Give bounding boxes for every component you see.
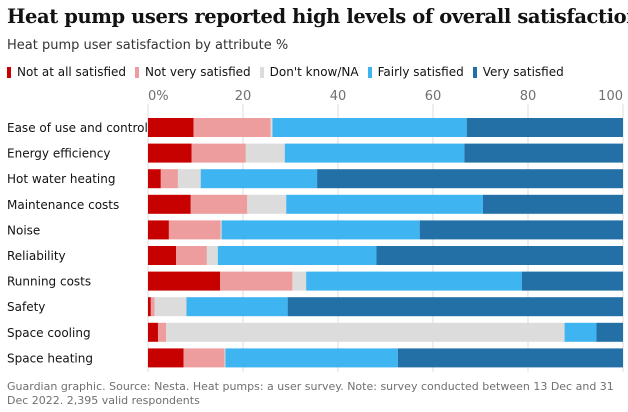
bar-segment xyxy=(419,220,623,240)
category-label: Maintenance costs xyxy=(7,198,119,212)
legend-swatch xyxy=(367,66,372,78)
bar-segment xyxy=(150,297,155,317)
bar-segment xyxy=(596,322,623,342)
bar-segment xyxy=(225,348,398,368)
bar-segment xyxy=(190,194,248,214)
bar-segment xyxy=(564,322,597,342)
bar-segment xyxy=(191,143,246,163)
category-label: Hot water heating xyxy=(7,172,116,186)
bar-segment xyxy=(148,271,221,291)
bar-segment xyxy=(177,169,201,189)
bar-segment xyxy=(148,118,194,137)
bar-segment xyxy=(183,348,225,368)
legend-swatch xyxy=(7,66,11,78)
bar-segment xyxy=(157,322,167,342)
legend-label: Not at all satisfied xyxy=(17,65,127,79)
category-label: Space cooling xyxy=(7,326,91,340)
bar-segment xyxy=(148,220,169,240)
legend-label: Don't know/NA xyxy=(269,65,359,79)
bar-segment xyxy=(193,118,271,137)
bar-segment xyxy=(148,194,191,214)
legend-swatch xyxy=(472,66,477,78)
bar-segment xyxy=(217,246,377,265)
bar-segment xyxy=(168,220,221,240)
bar-segment xyxy=(245,143,285,163)
legend-label: Fairly satisfied xyxy=(377,65,464,79)
legend-item: Fairly satisfied xyxy=(367,65,464,79)
bar-segment xyxy=(220,220,222,240)
chart-legend: Not at all satisfied Not very satisfied Do… xyxy=(7,65,573,79)
x-tick-label: 20 xyxy=(235,89,252,104)
legend-item: Very satisfied xyxy=(472,65,564,79)
legend-item: Not at all satisfied xyxy=(7,65,126,79)
legend-item: Not very satisfied xyxy=(135,65,251,79)
legend-label: Very satisfied xyxy=(482,65,564,79)
bar-segment xyxy=(220,271,293,291)
bar-segment xyxy=(521,271,623,291)
bar-segment xyxy=(247,194,287,214)
category-label: Noise xyxy=(7,223,40,237)
x-tick-label: 100 xyxy=(598,89,623,104)
chart-title: Heat pump users reported high levels of … xyxy=(7,5,628,28)
bar-segment xyxy=(221,220,420,240)
bar-segment xyxy=(397,348,623,368)
category-label: Space heating xyxy=(7,351,93,365)
category-label: Safety xyxy=(7,300,45,314)
x-tick-label: 60 xyxy=(425,89,442,104)
bar-segment xyxy=(224,348,226,368)
bar-segment xyxy=(286,194,483,214)
bar-segment xyxy=(306,271,522,291)
bar-segment xyxy=(154,297,187,317)
bar-segment xyxy=(160,169,178,189)
x-tick-label: 0% xyxy=(148,89,169,104)
bar-segment xyxy=(376,246,623,265)
bar-segment xyxy=(270,118,273,137)
bar-segment xyxy=(148,246,177,265)
bar-segment xyxy=(317,169,623,189)
category-label: Running costs xyxy=(7,275,91,289)
bar-segment xyxy=(466,118,623,137)
bar-segment xyxy=(148,322,158,342)
source-note: Guardian graphic. Source: Nesta. Heat pu… xyxy=(7,380,614,407)
category-label: Ease of use and control xyxy=(7,121,148,135)
bar-segment xyxy=(148,348,184,368)
x-tick-label: 40 xyxy=(330,89,347,104)
category-label: Reliability xyxy=(7,249,66,263)
x-tick-label: 80 xyxy=(520,89,537,104)
bar-segment xyxy=(148,143,192,163)
bar-segment xyxy=(284,143,465,163)
legend-swatch xyxy=(135,66,140,78)
bar-segment xyxy=(292,271,307,291)
legend-swatch xyxy=(259,66,264,78)
bar-segment xyxy=(200,169,318,189)
bar-segment xyxy=(148,297,151,317)
bar-segment xyxy=(272,118,467,137)
category-label: Energy efficiency xyxy=(7,147,110,161)
bar-segment xyxy=(166,322,565,342)
legend-item: Don't know/NA xyxy=(259,65,359,79)
legend-label: Not very satisfied xyxy=(145,65,251,79)
bar-segment xyxy=(186,297,288,317)
chart-subtitle: Heat pump user satisfaction by attribute… xyxy=(7,38,289,53)
bar-segment xyxy=(482,194,623,214)
bar-segment xyxy=(206,246,218,265)
bar-segment xyxy=(287,297,623,317)
bar-segment xyxy=(148,169,161,189)
bar-segment xyxy=(176,246,207,265)
bar-segment xyxy=(464,143,623,163)
